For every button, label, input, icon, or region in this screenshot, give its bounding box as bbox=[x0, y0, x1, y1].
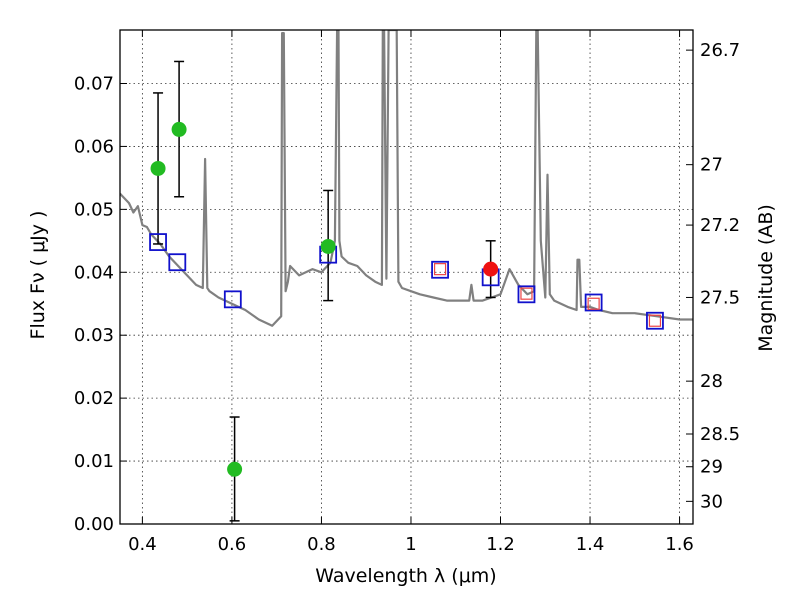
x-tick-label: 1.6 bbox=[665, 534, 694, 555]
y-tick-label: 0.00 bbox=[74, 514, 114, 535]
magnitude-tick-label: 27.5 bbox=[700, 287, 740, 308]
x-tick-label: 0.6 bbox=[218, 534, 247, 555]
blue-model-square bbox=[646, 311, 664, 330]
blue-model-square bbox=[223, 290, 242, 309]
x-tick-label: 1.2 bbox=[486, 534, 515, 555]
sed-model-line bbox=[120, 30, 693, 327]
red-model-square bbox=[587, 297, 600, 310]
red-model-square bbox=[433, 263, 447, 276]
marker-layer bbox=[149, 60, 664, 522]
plot-frame bbox=[119, 29, 694, 525]
green-photometry-point bbox=[150, 160, 166, 176]
red-model-square bbox=[648, 314, 662, 327]
y-axis-label: Flux Fν ( μJy ) bbox=[27, 211, 49, 340]
magnitude-tick-label: 27 bbox=[700, 155, 723, 176]
blue-model-square bbox=[431, 260, 449, 279]
y-tick-label: 0.05 bbox=[74, 199, 114, 220]
y-tick-label: 0.07 bbox=[74, 73, 114, 94]
blue-model-square bbox=[149, 233, 167, 251]
y-tick-label: 0.03 bbox=[74, 325, 114, 346]
x-tick-label: 0.8 bbox=[307, 534, 336, 555]
magnitude-tick-label: 29 bbox=[700, 457, 723, 478]
red-model-square bbox=[520, 287, 533, 300]
x-axis-label: Wavelength λ (μm) bbox=[315, 565, 496, 587]
x-tick-label: 1.4 bbox=[576, 534, 605, 555]
magnitude-tick-label: 30 bbox=[700, 491, 723, 512]
sed-model-layer bbox=[120, 30, 693, 327]
y-tick-label: 0.06 bbox=[74, 136, 114, 157]
x-tick-label: 1 bbox=[405, 534, 416, 555]
blue-model-square bbox=[517, 285, 536, 304]
y-tick-label: 0.04 bbox=[74, 262, 114, 283]
magnitude-tick-label: 26.7 bbox=[700, 40, 740, 61]
y-axis-right-label: Magnitude (AB) bbox=[755, 204, 777, 352]
green-photometry-point bbox=[171, 121, 187, 137]
y-tick-label: 0.01 bbox=[74, 451, 114, 472]
red-photometry-point bbox=[483, 261, 499, 277]
blue-model-square bbox=[168, 253, 187, 272]
magnitude-tick-label: 27.2 bbox=[700, 215, 740, 236]
blue-model-square bbox=[584, 293, 603, 312]
green-photometry-point bbox=[320, 238, 336, 254]
axis-layer: 0.4 0.6 0.8 1 1.2 1.4 1.6 0.00 0.01 0.02 0.03 0.04 0… bbox=[74, 29, 740, 555]
x-tick-label: 0.4 bbox=[128, 534, 157, 555]
magnitude-tick-label: 28.5 bbox=[700, 424, 740, 445]
green-photometry-point bbox=[227, 461, 243, 477]
y-tick-label: 0.02 bbox=[74, 388, 114, 409]
magnitude-tick-label: 28 bbox=[700, 371, 723, 392]
